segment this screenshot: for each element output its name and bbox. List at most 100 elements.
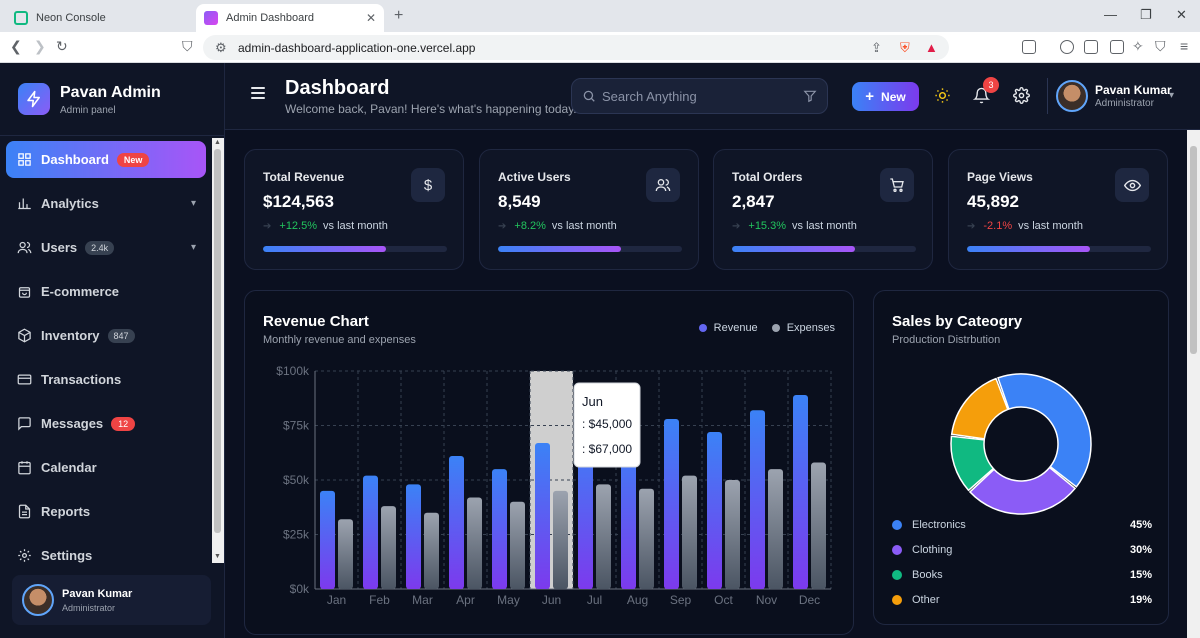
category-dot bbox=[892, 545, 902, 555]
stat-title: Active Users bbox=[498, 170, 571, 184]
browser-tab-neon-console[interactable]: Neon Console bbox=[6, 4, 194, 32]
wallet-icon[interactable] bbox=[1110, 40, 1124, 54]
hamburger-menu-icon[interactable] bbox=[251, 87, 265, 99]
leo-ai-icon[interactable]: ✧ bbox=[1132, 38, 1144, 54]
revenue-bar bbox=[406, 484, 421, 589]
chevron-down-icon[interactable]: ▾ bbox=[190, 242, 196, 253]
page-subtitle: Welcome back, Pavan! Here's what's happe… bbox=[285, 102, 577, 116]
bookmark-icon[interactable]: ⛉ bbox=[182, 38, 193, 54]
omnibox[interactable]: ⚙ admin-dashboard-application-one.vercel… bbox=[203, 35, 949, 60]
reload-icon[interactable]: ↻ bbox=[56, 38, 68, 54]
sales-by-category-card: Sales by Cateogry Production Distrbution… bbox=[873, 290, 1169, 625]
stat-card-total-revenue[interactable]: Total Revenue $124,563 ➔ +12.5% vs last … bbox=[244, 149, 464, 270]
stat-card-active-users[interactable]: Active Users 8,549 ➔ +8.2% vs last month bbox=[479, 149, 699, 270]
avatar[interactable] bbox=[1056, 80, 1088, 112]
x-tick-label: Aug bbox=[627, 593, 648, 607]
brave-shield-icon[interactable]: ⛨ bbox=[900, 40, 910, 55]
category-row-books: Books 15% bbox=[892, 567, 1152, 583]
expenses-bar bbox=[768, 469, 783, 589]
brand-title: Pavan Admin bbox=[60, 84, 161, 101]
back-icon[interactable]: ❮ bbox=[10, 38, 22, 54]
main-scroll-thumb[interactable] bbox=[1190, 146, 1197, 354]
change-caption: vs last month bbox=[551, 220, 617, 232]
eye-icon bbox=[1115, 168, 1149, 202]
stat-card-page-views[interactable]: Page Views 45,892 ➔ -2.1% vs last month bbox=[948, 149, 1168, 270]
legend-item-expenses[interactable]: Expenses bbox=[771, 322, 835, 334]
rewards-icon[interactable]: ▲ bbox=[925, 40, 938, 55]
expenses-bar bbox=[424, 512, 439, 589]
sidebar-item-inventory[interactable]: Inventory 847 bbox=[6, 317, 206, 354]
chevron-down-icon[interactable]: ▾ bbox=[1169, 90, 1175, 101]
browser-tab-admin-dashboard[interactable]: Admin Dashboard ✕ bbox=[196, 4, 384, 32]
sidebar-item-users[interactable]: Users 2.4k ▾ bbox=[6, 229, 206, 266]
sidebar-item-calendar[interactable]: Calendar bbox=[6, 449, 206, 486]
sidebar-item-dashboard[interactable]: Dashboard New bbox=[6, 141, 206, 178]
sidebar-item-analytics[interactable]: Analytics ▾ bbox=[6, 185, 206, 222]
revenue-bar bbox=[320, 490, 335, 589]
expenses-bar bbox=[682, 475, 697, 589]
y-tick-label: $0k bbox=[290, 582, 310, 596]
bell-icon[interactable] bbox=[972, 87, 991, 109]
stat-change: ➔ +15.3% vs last month bbox=[732, 220, 857, 232]
stat-card-total-orders[interactable]: Total Orders 2,847 ➔ +15.3% vs last mont… bbox=[713, 149, 933, 270]
divider bbox=[1047, 78, 1048, 114]
x-tick-label: Sep bbox=[670, 593, 692, 607]
change-value: +12.5% bbox=[279, 220, 318, 232]
menu-icon[interactable]: ≡ bbox=[1180, 38, 1189, 54]
scroll-up-icon[interactable]: ▲ bbox=[214, 139, 221, 146]
x-tick-label: Oct bbox=[714, 593, 733, 607]
extension-icon[interactable] bbox=[1060, 40, 1074, 54]
trend-up-icon: ➔ bbox=[498, 220, 507, 232]
search-box[interactable] bbox=[571, 78, 828, 114]
legend-dot bbox=[698, 324, 707, 332]
close-tab-icon[interactable]: ✕ bbox=[365, 11, 376, 25]
sidebar-scroll-thumb[interactable] bbox=[214, 149, 221, 533]
extension-icon[interactable] bbox=[1022, 40, 1036, 54]
url-text[interactable]: admin-dashboard-application-one.vercel.a… bbox=[238, 41, 476, 55]
sidebar-item-label: Transactions bbox=[41, 372, 122, 387]
site-info-icon[interactable]: ⚙ bbox=[215, 40, 227, 55]
new-tab-icon[interactable]: + bbox=[394, 7, 404, 24]
x-tick-label: Jan bbox=[327, 593, 346, 607]
vpn-icon[interactable]: ⛉ bbox=[1155, 38, 1166, 54]
calendar-icon bbox=[16, 460, 32, 476]
minimize-icon[interactable]: — bbox=[1104, 7, 1117, 22]
chevron-down-icon[interactable]: ▾ bbox=[190, 198, 196, 209]
forward-icon[interactable]: ❯ bbox=[34, 38, 46, 54]
category-dot bbox=[892, 520, 902, 530]
sidebar-user-card[interactable]: Pavan Kumar Administrator bbox=[12, 575, 211, 625]
sun-icon[interactable] bbox=[934, 87, 951, 109]
main-scrollbar[interactable] bbox=[1187, 130, 1200, 638]
share-icon[interactable]: ⇪ bbox=[871, 40, 882, 55]
user-role: Administrator bbox=[62, 603, 116, 613]
x-tick-label: Jul bbox=[587, 593, 602, 607]
count-badge: 2.4k bbox=[85, 240, 115, 255]
sidebar-item-settings[interactable]: Settings bbox=[6, 537, 206, 574]
sidebar-item-transactions[interactable]: Transactions bbox=[6, 361, 206, 398]
sidebar-toggle-icon[interactable] bbox=[1084, 40, 1098, 54]
category-percent: 19% bbox=[1129, 594, 1152, 606]
category-row-other: Other 19% bbox=[892, 592, 1152, 608]
new-button[interactable]: + New bbox=[852, 82, 919, 111]
user-role: Administrator bbox=[1095, 98, 1154, 109]
sidebar-item-reports[interactable]: Reports bbox=[6, 493, 206, 530]
expenses-bar bbox=[510, 501, 525, 589]
sidebar-item-label: Messages bbox=[41, 416, 104, 431]
bar-chart-icon bbox=[16, 196, 32, 212]
browser-tab-bar: Neon Console Admin Dashboard ✕ + — ❐ ✕ bbox=[0, 0, 1200, 32]
sidebar-item-ecommerce[interactable]: E-commerce bbox=[6, 273, 206, 310]
user-name[interactable]: Pavan Kumar bbox=[1095, 83, 1172, 97]
legend-item-revenue[interactable]: Revenue bbox=[698, 322, 758, 334]
donut-slice bbox=[950, 435, 995, 492]
filter-icon[interactable] bbox=[803, 89, 817, 108]
sidebar-item-messages[interactable]: Messages 12 bbox=[6, 405, 206, 442]
window-close-icon[interactable]: ✕ bbox=[1176, 7, 1187, 22]
restore-icon[interactable]: ❐ bbox=[1140, 7, 1152, 22]
gear-icon[interactable] bbox=[1013, 87, 1030, 109]
scroll-down-icon[interactable]: ▼ bbox=[214, 553, 221, 560]
expenses-bar bbox=[811, 462, 826, 589]
y-tick-label: $50k bbox=[283, 473, 310, 487]
chart-legend: Revenue Expenses bbox=[685, 322, 835, 334]
sidebar-item-label: Inventory bbox=[41, 328, 100, 343]
search-input[interactable] bbox=[602, 87, 792, 105]
